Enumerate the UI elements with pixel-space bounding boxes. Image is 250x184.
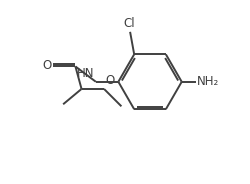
Text: HN: HN (77, 67, 94, 80)
Text: O: O (42, 59, 51, 72)
Text: O: O (105, 74, 114, 87)
Text: Cl: Cl (123, 17, 134, 30)
Text: NH₂: NH₂ (196, 75, 218, 88)
